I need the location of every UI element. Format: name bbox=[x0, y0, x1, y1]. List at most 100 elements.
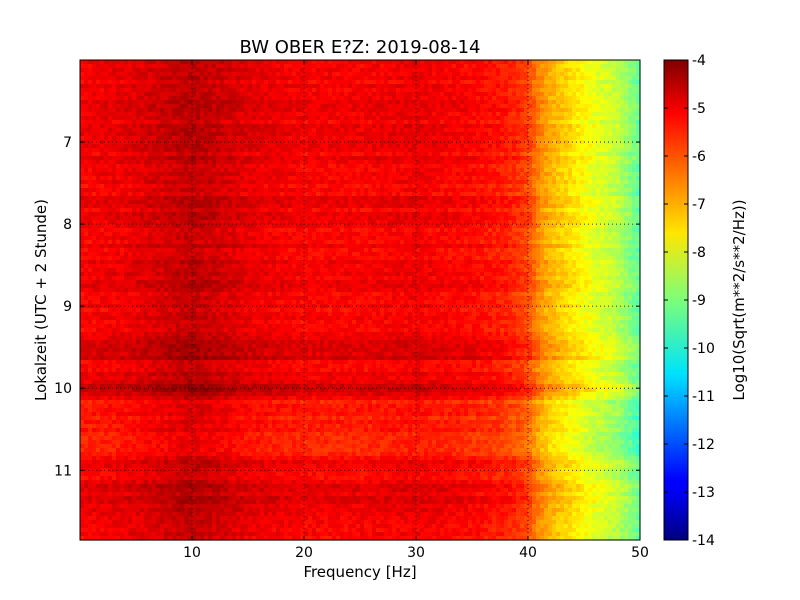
heatmap-cell bbox=[164, 136, 169, 141]
heatmap-cell bbox=[100, 132, 105, 137]
heatmap-cell bbox=[404, 64, 409, 69]
heatmap-cell bbox=[304, 164, 309, 169]
heatmap-cell bbox=[552, 104, 557, 109]
heatmap-cell bbox=[256, 120, 261, 125]
heatmap-cell bbox=[200, 140, 205, 145]
heatmap-cell bbox=[576, 176, 581, 181]
heatmap-cell bbox=[468, 64, 473, 69]
heatmap-cell bbox=[156, 148, 161, 153]
heatmap-cell bbox=[220, 96, 225, 101]
heatmap-cell bbox=[340, 164, 345, 169]
heatmap-cell bbox=[328, 140, 333, 145]
heatmap-cell bbox=[80, 160, 85, 165]
heatmap-cell bbox=[200, 120, 205, 125]
heatmap-cell bbox=[280, 60, 285, 65]
heatmap-cell bbox=[628, 124, 633, 129]
heatmap-cell bbox=[580, 156, 585, 161]
heatmap-cell bbox=[332, 184, 337, 189]
heatmap-cell bbox=[88, 84, 93, 89]
heatmap-cell bbox=[612, 164, 617, 169]
heatmap-cell bbox=[332, 192, 337, 197]
heatmap-cell bbox=[208, 84, 213, 89]
heatmap-cell bbox=[436, 60, 441, 65]
heatmap-cell bbox=[444, 124, 449, 129]
heatmap-cell bbox=[356, 180, 361, 185]
heatmap-cell bbox=[80, 152, 85, 157]
heatmap-cell bbox=[228, 184, 233, 189]
heatmap-cell bbox=[472, 148, 477, 153]
heatmap-cell bbox=[436, 88, 441, 93]
heatmap-cell bbox=[508, 148, 513, 153]
heatmap-cell bbox=[516, 176, 521, 181]
heatmap-cell bbox=[460, 132, 465, 137]
heatmap-cell bbox=[424, 108, 429, 113]
heatmap-cell bbox=[224, 128, 229, 133]
heatmap-cell bbox=[116, 92, 121, 97]
heatmap-cell bbox=[472, 104, 477, 109]
heatmap-cell bbox=[608, 144, 613, 149]
heatmap-cell bbox=[168, 116, 173, 121]
heatmap-cell bbox=[160, 140, 165, 145]
heatmap-cell bbox=[536, 104, 541, 109]
heatmap-cell bbox=[592, 112, 597, 117]
heatmap-cell bbox=[624, 164, 629, 169]
heatmap-cell bbox=[340, 140, 345, 145]
heatmap-cell bbox=[172, 160, 177, 165]
heatmap-cell bbox=[444, 152, 449, 157]
heatmap-cell bbox=[124, 140, 129, 145]
heatmap-cell bbox=[620, 152, 625, 157]
heatmap-cell bbox=[636, 112, 641, 117]
heatmap-cell bbox=[424, 76, 429, 81]
heatmap-cell bbox=[620, 100, 625, 105]
heatmap-cell bbox=[604, 132, 609, 137]
heatmap-cell bbox=[424, 136, 429, 141]
heatmap-cell bbox=[280, 76, 285, 81]
heatmap-cell bbox=[304, 160, 309, 165]
heatmap-cell bbox=[424, 60, 429, 65]
heatmap-cell bbox=[556, 124, 561, 129]
heatmap-cell bbox=[400, 124, 405, 129]
heatmap-cell bbox=[316, 136, 321, 141]
heatmap-cell bbox=[520, 68, 525, 73]
heatmap-cell bbox=[464, 92, 469, 97]
heatmap-cell bbox=[512, 68, 517, 73]
heatmap-cell bbox=[592, 184, 597, 189]
heatmap-cell bbox=[364, 192, 369, 197]
heatmap-cell bbox=[332, 164, 337, 169]
heatmap-cell bbox=[596, 88, 601, 93]
heatmap-cell bbox=[568, 156, 573, 161]
heatmap-cell bbox=[356, 92, 361, 97]
heatmap-cell bbox=[496, 196, 501, 201]
heatmap-cell bbox=[452, 84, 457, 89]
heatmap-cell bbox=[104, 136, 109, 141]
heatmap-cell bbox=[364, 68, 369, 73]
heatmap-cell bbox=[232, 88, 237, 93]
heatmap-cell bbox=[420, 100, 425, 105]
heatmap-cell bbox=[276, 76, 281, 81]
heatmap-cell bbox=[168, 84, 173, 89]
heatmap-cell bbox=[100, 116, 105, 121]
heatmap-cell bbox=[476, 188, 481, 193]
heatmap-cell bbox=[428, 88, 433, 93]
heatmap-cell bbox=[196, 60, 201, 65]
heatmap-cell bbox=[588, 160, 593, 165]
heatmap-cell bbox=[296, 104, 301, 109]
heatmap-cell bbox=[504, 104, 509, 109]
heatmap-cell bbox=[624, 188, 629, 193]
heatmap-cell bbox=[444, 188, 449, 193]
heatmap-cell bbox=[264, 104, 269, 109]
heatmap-cell bbox=[480, 84, 485, 89]
heatmap-cell bbox=[200, 200, 205, 205]
heatmap-cell bbox=[628, 80, 633, 85]
heatmap-cell bbox=[452, 96, 457, 101]
heatmap-cell bbox=[272, 68, 277, 73]
heatmap-cell bbox=[280, 68, 285, 73]
heatmap-cell bbox=[236, 112, 241, 117]
heatmap-cell bbox=[404, 188, 409, 193]
heatmap-cell bbox=[432, 104, 437, 109]
heatmap-cell bbox=[496, 72, 501, 77]
heatmap-cell bbox=[464, 152, 469, 157]
heatmap-cell bbox=[568, 116, 573, 121]
heatmap-cell bbox=[220, 112, 225, 117]
heatmap-cell bbox=[352, 192, 357, 197]
